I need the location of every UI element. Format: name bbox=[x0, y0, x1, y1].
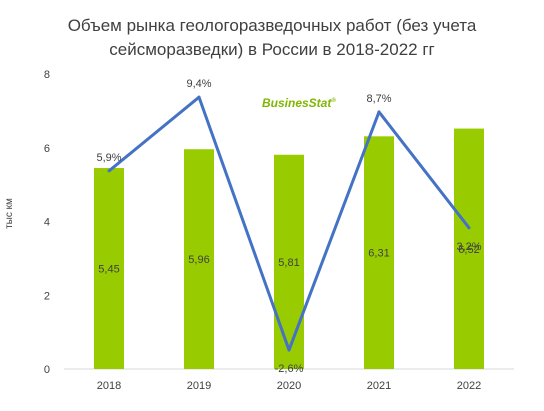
y-tick-label: 6 bbox=[44, 143, 50, 155]
x-tick-label: 2022 bbox=[457, 380, 481, 392]
bar bbox=[274, 154, 304, 369]
chart-title-line-2: сейсморазведки) в России в 2018-2022 гг bbox=[109, 40, 435, 59]
x-tick-label: 2019 bbox=[187, 380, 211, 392]
x-tick-label: 2018 bbox=[97, 380, 121, 392]
y-tick-label: 0 bbox=[44, 364, 50, 376]
line-value-label: -2,6% bbox=[275, 363, 304, 375]
line-point bbox=[107, 169, 111, 173]
logo-text: BusinesStat bbox=[262, 96, 332, 110]
bar-value-label: 5,45 bbox=[98, 264, 119, 276]
line-value-label: 5,9% bbox=[96, 152, 121, 164]
logo-mark: ® bbox=[331, 98, 336, 104]
line-value-label: 3,2% bbox=[456, 241, 481, 253]
bar bbox=[94, 168, 124, 369]
x-tick-label: 2021 bbox=[367, 380, 391, 392]
y-tick-label: 2 bbox=[44, 290, 50, 302]
line-point bbox=[197, 95, 201, 99]
bar bbox=[454, 128, 484, 369]
bar-value-label: 6,52 bbox=[458, 244, 479, 256]
x-tick-label: 2020 bbox=[277, 380, 301, 392]
line-point bbox=[377, 110, 381, 114]
chart-title-line-1: Объем рынка геологоразведочных работ (бе… bbox=[67, 16, 477, 35]
bar bbox=[364, 136, 394, 369]
line-value-label: 9,4% bbox=[186, 78, 211, 90]
line-value-label: 8,7% bbox=[366, 93, 391, 105]
bar bbox=[184, 149, 214, 369]
line-point bbox=[287, 348, 291, 352]
y-tick-label: 4 bbox=[44, 217, 50, 229]
line-point bbox=[467, 226, 471, 230]
chart-title: Объем рынка геологоразведочных работ (бе… bbox=[0, 14, 544, 62]
bar-value-label: 5,81 bbox=[278, 257, 299, 269]
businesstat-logo: BusinesStat® bbox=[262, 96, 336, 110]
bar-value-label: 5,96 bbox=[188, 254, 209, 266]
bar-value-label: 6,31 bbox=[368, 248, 389, 260]
y-tick-label: 8 bbox=[44, 69, 50, 81]
